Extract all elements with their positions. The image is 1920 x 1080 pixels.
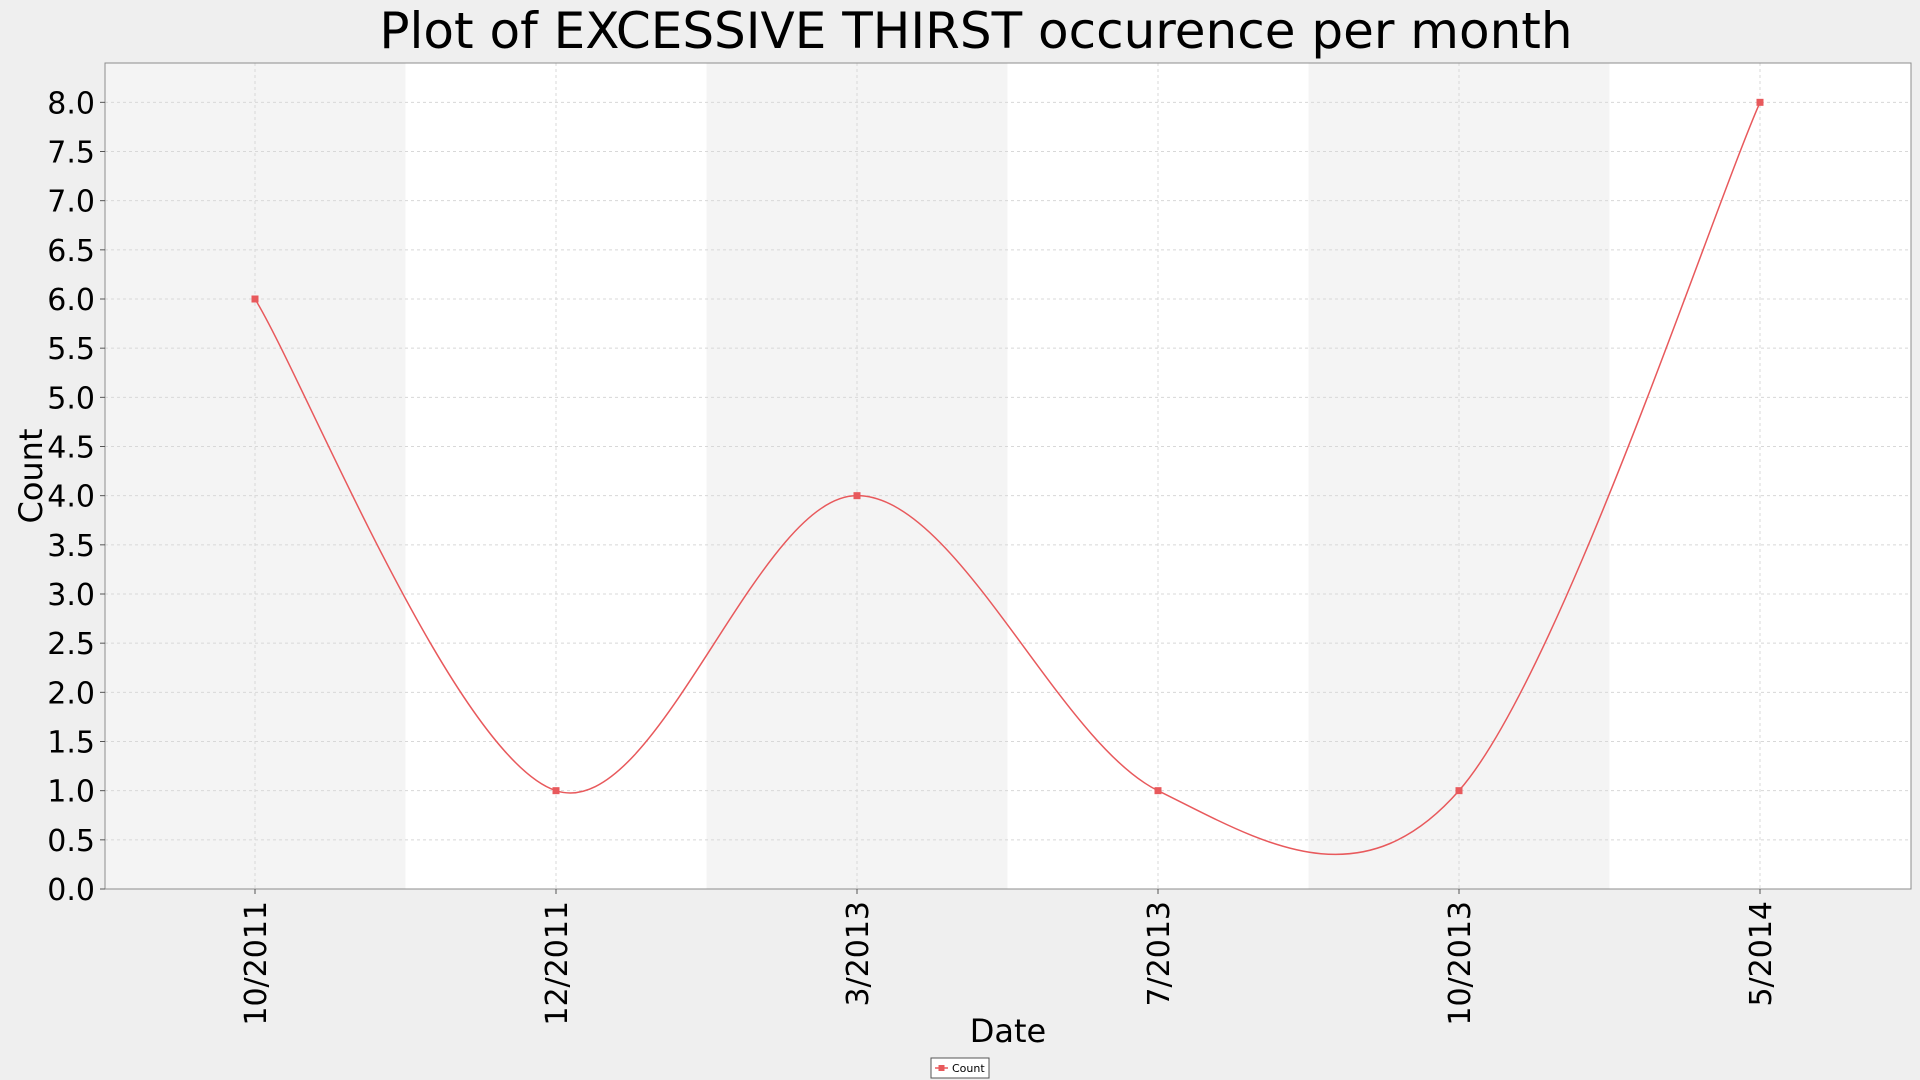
data-point	[1154, 787, 1162, 795]
x-axis-label: Date	[970, 1012, 1046, 1050]
series-line-count	[254, 102, 1761, 856]
y-axis-ticks: 0.0 0.5 1.0 1.5 2.0 2.5 3.0 3.5 4.0 4.5 5.0 5.5 6.0 6…	[47, 86, 105, 908]
x-tick-label: 10/2011	[239, 901, 274, 1026]
y-tick-label: 4.0	[47, 480, 95, 515]
data-point	[552, 787, 560, 795]
y-tick-label: 7.0	[47, 185, 95, 220]
y-tick-label: 5.0	[47, 381, 95, 416]
data-point	[1455, 787, 1463, 795]
x-axis-ticks: 10/2011 12/2011 3/2013 7/2013 10/2013 5/2014	[239, 889, 1779, 1026]
y-tick-label: 8.0	[47, 86, 95, 121]
y-tick-label: 0.0	[47, 873, 95, 908]
y-tick-label: 3.5	[47, 529, 95, 564]
y-axis-label: Count	[12, 428, 50, 523]
x-tick-label: 12/2011	[540, 901, 575, 1026]
legend-box	[930, 1057, 990, 1079]
x-tick-label: 5/2014	[1744, 901, 1779, 1007]
y-tick-label: 1.0	[47, 775, 95, 810]
x-tick-label: 10/2013	[1443, 901, 1478, 1026]
legend-entry-count: Count	[952, 1062, 985, 1075]
y-tick-label: 6.5	[47, 234, 95, 269]
y-tick-label: 5.5	[47, 332, 95, 367]
background-bands	[105, 63, 1911, 889]
y-tick-label: 6.0	[47, 283, 95, 318]
data-point	[853, 492, 861, 500]
y-tick-label: 2.0	[47, 676, 95, 711]
y-tick-label: 7.5	[47, 136, 95, 171]
y-tick-label: 3.0	[47, 578, 95, 613]
x-tick-label: 7/2013	[1142, 901, 1177, 1007]
chart-title: Plot of EXCESSIVE THIRST occurence per m…	[379, 2, 1572, 60]
data-point	[1756, 98, 1764, 106]
y-tick-label: 4.5	[47, 431, 95, 466]
data-point	[251, 295, 259, 303]
y-tick-label: 0.5	[47, 824, 95, 859]
plot-frame	[104, 62, 1912, 890]
legend-marker	[938, 1065, 945, 1071]
y-tick-label: 2.5	[47, 627, 95, 662]
legend: Count	[930, 1057, 990, 1079]
y-tick-label: 1.5	[47, 726, 95, 761]
x-tick-label: 3/2013	[841, 901, 876, 1007]
series-markers	[251, 98, 1764, 795]
